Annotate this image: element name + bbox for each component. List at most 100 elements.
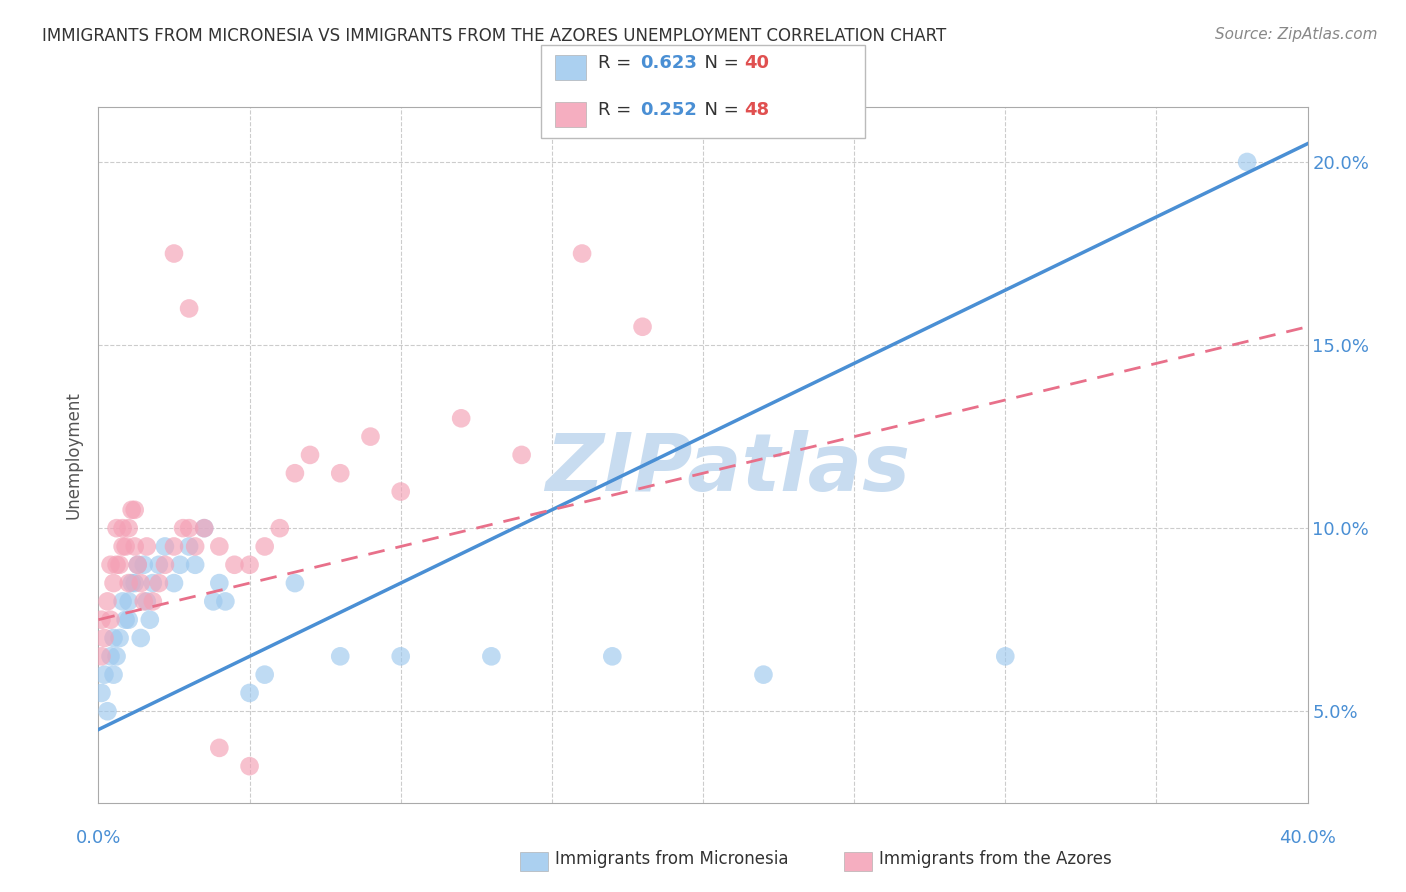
Point — [208, 740, 231, 755]
Point — [124, 576, 146, 591]
Text: IMMIGRANTS FROM MICRONESIA VS IMMIGRANTS FROM THE AZORES UNEMPLOYMENT CORRELATIO: IMMIGRANTS FROM MICRONESIA VS IMMIGRANTS… — [42, 27, 946, 45]
Point — [118, 594, 141, 608]
Point — [329, 649, 352, 664]
Point — [90, 649, 112, 664]
Point — [105, 558, 128, 572]
Point — [172, 521, 194, 535]
Point — [299, 448, 322, 462]
Y-axis label: Unemployment: Unemployment — [65, 391, 83, 519]
Point — [132, 594, 155, 608]
Point — [127, 558, 149, 572]
Point — [100, 613, 122, 627]
Point — [127, 558, 149, 572]
Point — [208, 540, 231, 554]
Point — [752, 667, 775, 681]
Point — [124, 540, 146, 554]
Point — [103, 631, 125, 645]
Text: 0.623: 0.623 — [640, 54, 696, 72]
Point — [239, 686, 262, 700]
Point — [108, 631, 131, 645]
Point — [284, 467, 307, 481]
Point — [510, 448, 533, 462]
Point — [103, 667, 125, 681]
Point — [329, 467, 352, 481]
Point — [571, 246, 593, 260]
Point — [184, 558, 207, 572]
Point — [163, 540, 186, 554]
Text: N =: N = — [693, 54, 745, 72]
Point — [214, 594, 236, 608]
Point — [139, 613, 162, 627]
Text: 48: 48 — [744, 101, 769, 119]
Point — [100, 558, 122, 572]
Point — [132, 558, 155, 572]
Point — [1236, 155, 1258, 169]
Text: R =: R = — [598, 101, 637, 119]
Point — [179, 540, 201, 554]
Point — [284, 576, 307, 591]
Point — [153, 540, 176, 554]
Point — [135, 540, 157, 554]
Text: ZIPatlas: ZIPatlas — [544, 430, 910, 508]
Point — [148, 558, 170, 572]
Text: Source: ZipAtlas.com: Source: ZipAtlas.com — [1215, 27, 1378, 42]
Point — [224, 558, 246, 572]
Point — [481, 649, 503, 664]
Point — [100, 649, 122, 664]
Point — [114, 540, 136, 554]
Point — [121, 503, 143, 517]
Point — [93, 667, 115, 681]
Text: 40: 40 — [744, 54, 769, 72]
Point — [184, 540, 207, 554]
Point — [118, 521, 141, 535]
Text: Immigrants from the Azores: Immigrants from the Azores — [879, 850, 1112, 868]
Point — [360, 429, 382, 443]
Point — [129, 631, 152, 645]
Point — [121, 576, 143, 591]
Point — [179, 521, 201, 535]
Point — [193, 521, 215, 535]
Point — [93, 631, 115, 645]
Point — [253, 667, 276, 681]
Point — [163, 576, 186, 591]
Point — [602, 649, 624, 664]
Point — [450, 411, 472, 425]
Point — [239, 759, 262, 773]
Point — [994, 649, 1017, 664]
Text: 40.0%: 40.0% — [1279, 829, 1336, 847]
Point — [96, 594, 118, 608]
Point — [111, 540, 134, 554]
Point — [389, 484, 412, 499]
Point — [169, 558, 191, 572]
Point — [253, 540, 276, 554]
Point — [105, 649, 128, 664]
Point — [239, 558, 262, 572]
Text: 0.252: 0.252 — [640, 101, 696, 119]
Point — [153, 558, 176, 572]
Point — [108, 558, 131, 572]
Text: N =: N = — [693, 101, 745, 119]
Point — [202, 594, 225, 608]
Point — [148, 576, 170, 591]
Point — [142, 576, 165, 591]
Point — [90, 613, 112, 627]
Point — [163, 246, 186, 260]
Point — [269, 521, 291, 535]
Point — [118, 576, 141, 591]
Point — [111, 594, 134, 608]
Point — [631, 319, 654, 334]
Point — [103, 576, 125, 591]
Point — [129, 576, 152, 591]
Point — [96, 704, 118, 718]
Point — [135, 594, 157, 608]
Point — [208, 576, 231, 591]
Text: Immigrants from Micronesia: Immigrants from Micronesia — [555, 850, 789, 868]
Point — [105, 521, 128, 535]
Point — [389, 649, 412, 664]
Point — [114, 613, 136, 627]
Point — [124, 503, 146, 517]
Text: R =: R = — [598, 54, 637, 72]
Point — [118, 613, 141, 627]
Point — [111, 521, 134, 535]
Point — [179, 301, 201, 316]
